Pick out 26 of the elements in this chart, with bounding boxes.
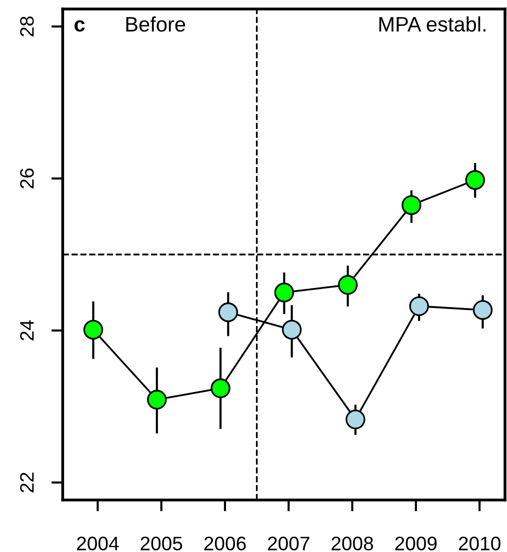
point	[282, 320, 302, 340]
point	[210, 378, 230, 398]
y-tick-label: 24	[20, 320, 34, 340]
annotation: c	[74, 20, 85, 32]
y-tick-label: 22	[20, 472, 34, 492]
x-tick-label: 2006	[204, 536, 246, 550]
point	[465, 170, 485, 190]
annotation: Before	[126, 16, 186, 32]
annotation: MPA establ.	[379, 16, 486, 32]
x-tick-label: 2009	[395, 536, 437, 550]
x-tick-label: 2005	[140, 536, 182, 550]
point	[338, 275, 358, 295]
point	[402, 195, 422, 215]
x-tick-label: 2010	[458, 536, 500, 550]
point	[274, 282, 294, 302]
point	[409, 296, 429, 316]
point	[346, 410, 366, 430]
point	[218, 302, 238, 322]
x-tick-label: 2007	[268, 536, 310, 550]
point	[147, 390, 167, 410]
x-tick-label: 2004	[77, 536, 119, 550]
y-tick-label: 28	[20, 16, 34, 36]
y-tick-label: 26	[20, 168, 34, 188]
point	[472, 300, 493, 320]
point	[83, 320, 104, 340]
x-tick-label: 2008	[332, 536, 374, 550]
